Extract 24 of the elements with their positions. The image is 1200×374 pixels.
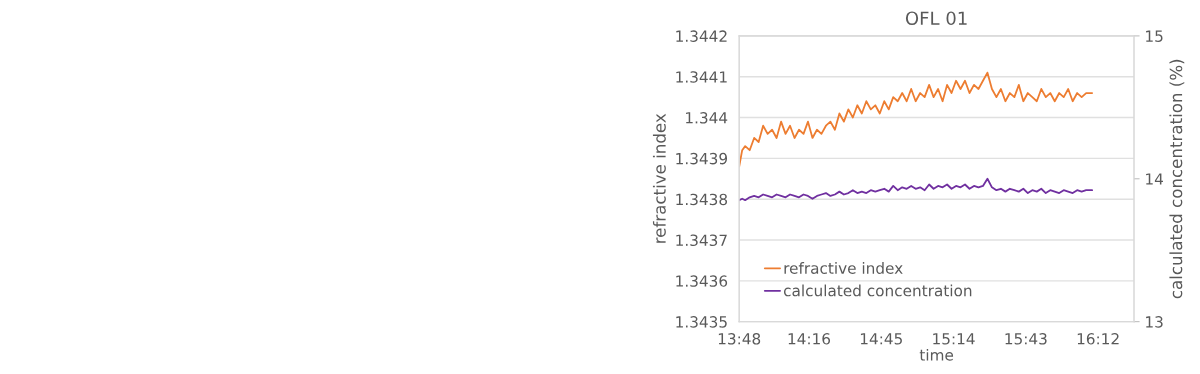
x-axis-title: time bbox=[919, 348, 954, 361]
y2-axis-title: calculated concentration (%) bbox=[1169, 59, 1185, 299]
y-tick-label: 1.3442 bbox=[676, 30, 727, 42]
legend-label: calculated concentration bbox=[783, 284, 972, 297]
x-tick-label: 14:45 bbox=[860, 333, 902, 345]
y-tick-label: 1.3439 bbox=[676, 152, 728, 165]
x-tick-label: 13:48 bbox=[718, 333, 761, 345]
y-tick-label: 1.3438 bbox=[676, 193, 728, 206]
y-tick-label: 1.3435 bbox=[676, 316, 727, 328]
y-tick-label: 1.3437 bbox=[676, 234, 727, 247]
y-tick-label: 1.344 bbox=[686, 112, 728, 124]
line-series bbox=[739, 177, 1094, 202]
chart-title: OFL 01 bbox=[905, 11, 967, 26]
x-tick-label: 15:43 bbox=[1005, 333, 1047, 345]
legend-label: refractive index bbox=[784, 262, 903, 274]
y-tick-label: 1.3436 bbox=[676, 275, 728, 287]
y-axis-title: refractive index bbox=[652, 113, 666, 243]
x-tick-label: 15:14 bbox=[933, 333, 975, 345]
y2-tick-label: 14 bbox=[1146, 173, 1163, 185]
y-tick-label: 1.3441 bbox=[676, 71, 727, 83]
y2-tick-label: 15 bbox=[1146, 30, 1163, 42]
x-tick-label: 14:16 bbox=[788, 333, 831, 345]
x-tick-label: 16:12 bbox=[1077, 333, 1119, 345]
y2-tick-label: 13 bbox=[1146, 316, 1163, 328]
